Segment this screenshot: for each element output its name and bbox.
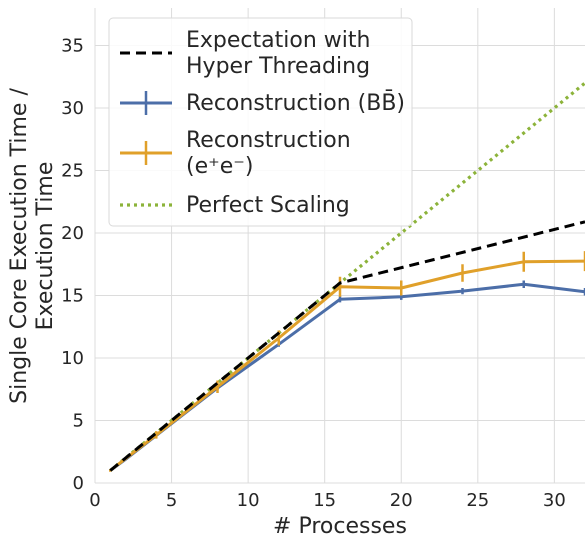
y-tick-label: 25 (61, 161, 84, 182)
y-tick-label: 10 (61, 348, 84, 369)
legend-label-3: Perfect Scaling (186, 193, 350, 218)
x-tick-label: 10 (237, 490, 260, 511)
y-tick-label: 15 (61, 286, 84, 307)
legend-label-0: Expectation with (186, 28, 370, 53)
legend-box (108, 17, 413, 227)
y-axis-label: Single Core Execution Time / Execution T… (7, 88, 58, 404)
y-tick-label: 35 (61, 36, 84, 57)
x-axis-label: # Processes (273, 514, 407, 539)
y-tick-label: 5 (73, 411, 84, 432)
y-tick-label: 20 (61, 223, 84, 244)
x-tick-label: 25 (466, 490, 489, 511)
y-tick-label: 30 (61, 98, 84, 119)
x-tick-label: 0 (89, 490, 100, 511)
tick-labels: 0 5 10 15 20 25 30 0 5 10 15 20 25 30 35 (61, 36, 566, 512)
y-axis-label-line-1: Single Core Execution Time / (7, 88, 32, 404)
legend-label-2: (e⁺e⁻) (186, 154, 253, 179)
x-tick-label: 15 (313, 490, 336, 511)
y-tick-label: 0 (73, 473, 84, 494)
y-axis-label-line-2: Execution Time (33, 162, 58, 331)
x-tick-label: 5 (166, 490, 177, 511)
series-line-0 (109, 220, 585, 472)
x-tick-label: 20 (390, 490, 413, 511)
legend-label-0: Hyper Threading (186, 54, 370, 79)
legend-label-1: Reconstruction (BB̄) (186, 90, 405, 116)
legend-label-2: Reconstruction (186, 128, 351, 153)
series-layer (109, 81, 585, 472)
x-tick-label: 30 (543, 490, 566, 511)
